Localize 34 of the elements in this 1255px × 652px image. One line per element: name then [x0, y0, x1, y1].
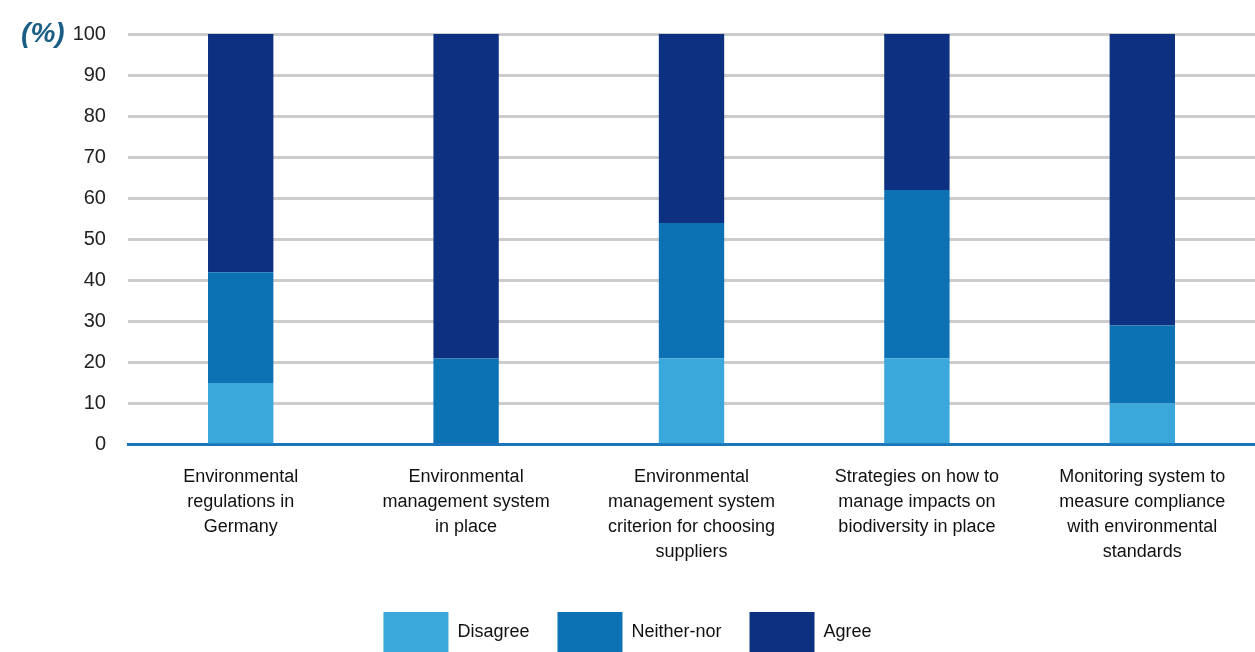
y-tick-label: 40 — [83, 267, 106, 290]
bar — [1109, 325, 1175, 404]
bar — [658, 34, 725, 223]
bar — [1109, 403, 1175, 444]
legend-label: Neither-nor — [631, 620, 722, 641]
bar — [208, 272, 274, 384]
y-tick-label: 30 — [83, 308, 106, 331]
x-tick-label: Environmental regulations in Germany — [183, 466, 299, 536]
x-tick-label: Environmental management system criterion for choosing suppliers — [607, 466, 776, 561]
y-tick-label: 0 — [94, 432, 106, 455]
bar — [1109, 34, 1175, 326]
y-tick-label: 60 — [83, 185, 106, 208]
y-tick-label: 90 — [83, 62, 106, 85]
y-tick-label: 80 — [83, 103, 106, 126]
y-tick-label: 20 — [83, 350, 106, 373]
legend-label: Agree — [823, 620, 872, 641]
x-tick-label: Strategies on how to manage impacts on biodiversity in place — [834, 466, 999, 536]
y-axis-title: (%) — [21, 16, 65, 48]
bar — [884, 34, 950, 191]
x-tick-label: Environmental management system in place — [382, 466, 550, 536]
legend-label: Disagree — [457, 620, 530, 641]
bar — [208, 383, 274, 444]
bar — [433, 34, 499, 359]
bar — [658, 222, 725, 359]
y-tick-label: 50 — [83, 226, 106, 249]
x-tick-label: Monitoring system to measure compliance with environmental standards — [1059, 466, 1226, 561]
bar — [884, 190, 950, 359]
bar — [884, 358, 950, 444]
bar — [208, 34, 274, 273]
bar — [433, 358, 499, 444]
y-tick-label: 70 — [83, 144, 106, 167]
y-tick-label: 10 — [83, 391, 106, 414]
y-tick-label: 100 — [72, 21, 106, 44]
bar — [658, 358, 725, 444]
